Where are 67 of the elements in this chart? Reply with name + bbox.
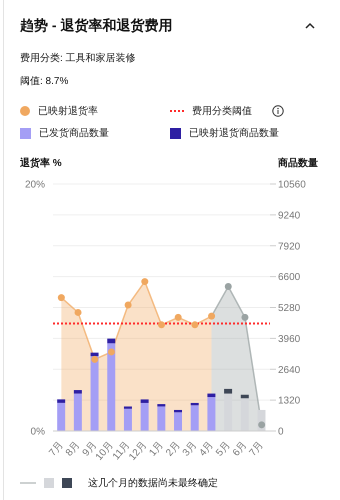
x-tick-label: 1月 <box>147 440 166 459</box>
x-tick-label: 3月 <box>180 440 200 459</box>
point <box>124 302 132 309</box>
x-tick-label: 8月 <box>64 440 82 459</box>
bar <box>190 402 199 406</box>
bar <box>207 394 216 398</box>
y2-axis-title: 商品数量 <box>278 156 318 170</box>
point <box>191 321 198 328</box>
legend-label: 已映射退货率 <box>38 104 98 118</box>
x-tick-label: 6月 <box>230 440 250 459</box>
bar <box>157 406 166 431</box>
legend-label: 已映射退货商品数量 <box>189 126 279 140</box>
x-tick-label: 7月 <box>248 440 266 459</box>
y2-tick-label: 7920 <box>278 241 301 252</box>
y2-tick-label: 10560 <box>278 180 306 191</box>
chart-subtitle: 费用分类: 工具和家居装修 <box>20 52 136 65</box>
x-tick-label: 12月 <box>127 440 150 463</box>
bar <box>174 412 182 431</box>
y2-tick-label: 0 <box>278 426 284 438</box>
text: 阈值: 8.7% <box>20 75 68 88</box>
point <box>224 283 232 290</box>
point <box>108 348 115 356</box>
point <box>141 278 148 286</box>
bar <box>240 394 249 398</box>
bar <box>174 410 182 412</box>
y2-tick-label: 6600 <box>278 272 301 284</box>
point <box>241 314 248 321</box>
point <box>174 314 182 321</box>
bar <box>90 352 99 356</box>
bar <box>90 356 99 431</box>
chart-title: 趋势 - 退货率和退货费用 <box>20 17 172 35</box>
x-tick-label: 7月 <box>47 440 66 459</box>
text: 这几个月的数据尚未最终确定 <box>88 476 218 490</box>
bar <box>74 394 82 431</box>
point <box>91 356 98 363</box>
y2-tick-label: 2640 <box>278 364 301 376</box>
point <box>74 308 82 316</box>
point <box>58 294 65 302</box>
x-tick-label: 5月 <box>214 440 233 459</box>
y2-tick-label: 5280 <box>278 303 301 314</box>
y-axis-title: 退货率 % <box>20 156 62 170</box>
bar <box>224 394 232 431</box>
bar <box>240 398 249 431</box>
point <box>258 421 266 428</box>
bar <box>57 402 66 431</box>
bar <box>140 402 149 431</box>
bar <box>224 388 232 394</box>
bar <box>207 397 216 431</box>
bar <box>57 399 66 403</box>
point <box>208 312 216 320</box>
bar <box>74 390 82 394</box>
y2-tick-label: 9240 <box>278 210 301 222</box>
y-tick-label: 0% <box>30 426 46 438</box>
bar <box>107 343 116 431</box>
y2-tick-label: 1320 <box>278 396 301 407</box>
legend-label: 费用分类阈值 <box>192 104 252 118</box>
bar <box>140 399 149 403</box>
x-tick-label: 2月 <box>164 440 183 459</box>
bar <box>107 338 116 344</box>
y2-tick-label: 3960 <box>278 334 301 345</box>
bar <box>124 408 132 431</box>
y-tick-label: 20% <box>24 180 46 191</box>
bar <box>190 405 199 431</box>
x-tick-label: 4月 <box>197 440 216 459</box>
legend-label: 已发货商品数量 <box>39 126 109 140</box>
point <box>158 321 165 328</box>
bar <box>124 406 132 409</box>
